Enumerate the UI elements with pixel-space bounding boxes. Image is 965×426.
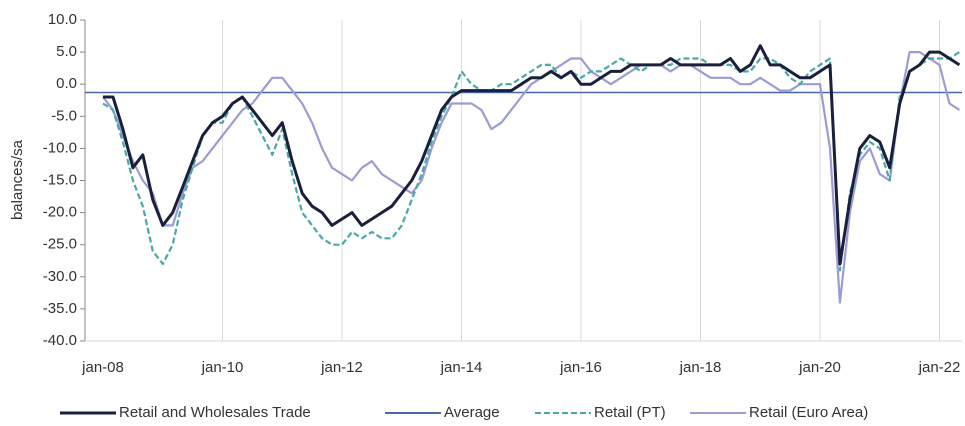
y-tick-label: 5.0: [56, 43, 77, 60]
y-tick-label: -25.0: [43, 236, 77, 253]
legend-label: Retail (Euro Area): [749, 404, 868, 421]
legend-label: Retail (PT): [594, 404, 666, 421]
y-tick-label: 10.0: [48, 11, 77, 28]
x-tick-label: jan-20: [798, 359, 841, 376]
x-tick-label: jan-14: [440, 359, 483, 376]
legend-label: Retail and Wholesales Trade: [119, 404, 311, 421]
series-line: [102, 51, 960, 304]
y-tick-label: -10.0: [43, 139, 77, 156]
y-tick-label: -35.0: [43, 300, 77, 317]
series-line: [103, 44, 961, 266]
x-tick-label: jan-22: [918, 359, 961, 376]
series-line: [102, 51, 960, 272]
x-tick-label: jan-08: [81, 359, 124, 376]
x-tick-label: jan-12: [320, 359, 363, 376]
x-tick-label: jan-18: [679, 359, 722, 376]
y-tick-label: -40.0: [43, 332, 77, 349]
x-tick-label: jan-10: [201, 359, 244, 376]
y-axis-label: balances/sa: [9, 139, 26, 220]
x-tick-label: jan-16: [559, 359, 602, 376]
y-tick-label: -15.0: [43, 171, 77, 188]
y-tick-label: -20.0: [43, 204, 77, 221]
legend-label: Average: [444, 404, 500, 421]
y-tick-label: -30.0: [43, 268, 77, 285]
y-tick-label: 0.0: [56, 75, 77, 92]
y-tick-label: -5.0: [51, 107, 77, 124]
